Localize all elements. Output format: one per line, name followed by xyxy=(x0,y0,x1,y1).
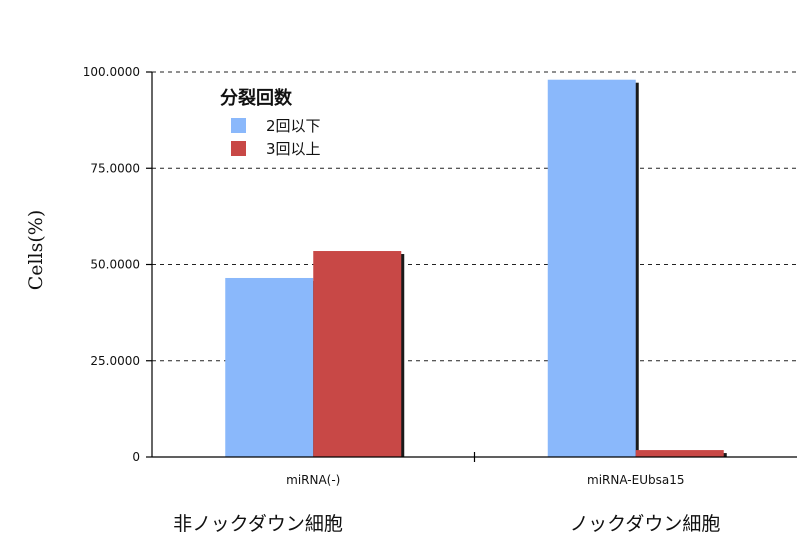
y-axis-label: Cells(%) xyxy=(25,210,47,291)
y-tick-label: 75.0000 xyxy=(90,161,140,175)
y-tick-labels: 0 25.0000 50.0000 75.0000 100.0000 xyxy=(83,65,140,464)
x-tick-label: miRNA(-) xyxy=(286,473,340,487)
y-tick-label: 50.0000 xyxy=(90,258,140,272)
legend-entry: 3回以上 xyxy=(266,140,321,158)
group-label: ノックダウン細胞 xyxy=(570,513,721,535)
legend: 分裂回数 2回以下 3回以上 xyxy=(220,87,321,158)
legend-title: 分裂回数 xyxy=(220,87,293,109)
x-tick-label: miRNA-EUbsa15 xyxy=(587,473,684,487)
bar xyxy=(313,251,402,457)
group-label: 非ノックダウン細胞 xyxy=(173,513,343,535)
legend-entry: 2回以下 xyxy=(266,117,321,135)
bar xyxy=(547,79,636,457)
legend-swatch xyxy=(231,141,246,156)
bar xyxy=(225,277,314,457)
group-labels: 非ノックダウン細胞 ノックダウン細胞 xyxy=(173,513,720,535)
x-tick-labels: miRNA(-) miRNA-EUbsa15 xyxy=(286,473,684,487)
axes xyxy=(151,72,797,462)
y-tick-label: 25.0000 xyxy=(90,354,140,368)
y-tick-label: 100.0000 xyxy=(83,65,140,79)
bars xyxy=(225,79,727,457)
bar xyxy=(635,450,724,457)
legend-swatch xyxy=(231,118,246,133)
y-tick-label: 0 xyxy=(132,450,140,464)
